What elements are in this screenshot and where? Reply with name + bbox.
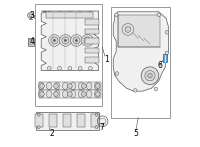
Bar bbox=[35, 4, 102, 106]
Text: 7: 7 bbox=[100, 123, 105, 132]
Circle shape bbox=[78, 11, 82, 15]
Circle shape bbox=[82, 35, 93, 46]
Ellipse shape bbox=[38, 82, 44, 90]
Ellipse shape bbox=[78, 91, 84, 98]
Circle shape bbox=[125, 26, 131, 32]
Circle shape bbox=[58, 11, 61, 15]
Circle shape bbox=[40, 84, 44, 88]
Circle shape bbox=[148, 74, 152, 78]
Bar bbox=[39, 82, 101, 90]
Text: 6: 6 bbox=[158, 61, 163, 70]
Circle shape bbox=[95, 84, 100, 88]
Bar bbox=[77, 114, 85, 127]
Circle shape bbox=[29, 14, 32, 17]
Circle shape bbox=[99, 118, 106, 125]
Bar bbox=[85, 19, 99, 25]
Ellipse shape bbox=[70, 91, 76, 98]
Circle shape bbox=[37, 113, 40, 116]
Ellipse shape bbox=[78, 82, 84, 90]
Circle shape bbox=[47, 11, 51, 15]
Ellipse shape bbox=[54, 91, 60, 98]
Circle shape bbox=[68, 66, 72, 70]
Ellipse shape bbox=[46, 82, 52, 90]
Bar bbox=[85, 48, 99, 53]
Ellipse shape bbox=[86, 91, 92, 98]
Ellipse shape bbox=[38, 91, 44, 98]
Circle shape bbox=[95, 113, 98, 116]
Circle shape bbox=[60, 35, 71, 46]
Text: 3: 3 bbox=[30, 11, 35, 20]
Polygon shape bbox=[41, 11, 99, 71]
Circle shape bbox=[165, 31, 169, 34]
Ellipse shape bbox=[46, 91, 52, 98]
Circle shape bbox=[68, 92, 72, 96]
Circle shape bbox=[141, 67, 159, 85]
Bar bbox=[85, 57, 99, 63]
Circle shape bbox=[115, 72, 119, 75]
Circle shape bbox=[68, 84, 72, 88]
Circle shape bbox=[89, 66, 92, 70]
Bar bbox=[29, 39, 33, 45]
Polygon shape bbox=[113, 12, 168, 91]
Circle shape bbox=[75, 39, 78, 42]
Circle shape bbox=[47, 66, 51, 70]
Bar bbox=[163, 54, 167, 62]
Circle shape bbox=[86, 39, 89, 42]
Circle shape bbox=[78, 66, 82, 70]
Circle shape bbox=[89, 11, 92, 15]
Bar bbox=[85, 29, 99, 34]
Bar bbox=[39, 90, 101, 98]
Text: 2: 2 bbox=[50, 128, 55, 138]
Bar bbox=[118, 15, 160, 47]
Ellipse shape bbox=[94, 91, 100, 98]
Circle shape bbox=[81, 84, 86, 88]
Ellipse shape bbox=[94, 82, 100, 90]
Circle shape bbox=[53, 39, 56, 42]
Bar bbox=[28, 38, 34, 46]
Ellipse shape bbox=[70, 82, 76, 90]
Ellipse shape bbox=[62, 82, 68, 90]
Circle shape bbox=[54, 92, 58, 96]
Circle shape bbox=[95, 126, 98, 129]
Text: 1: 1 bbox=[104, 55, 109, 64]
Ellipse shape bbox=[54, 82, 60, 90]
Ellipse shape bbox=[86, 82, 92, 90]
Circle shape bbox=[165, 51, 169, 55]
Circle shape bbox=[95, 92, 100, 96]
Bar bbox=[85, 38, 99, 44]
Circle shape bbox=[40, 92, 44, 96]
Circle shape bbox=[71, 35, 82, 46]
Circle shape bbox=[49, 35, 60, 46]
Circle shape bbox=[37, 126, 40, 129]
Bar bbox=[36, 112, 99, 130]
Bar bbox=[91, 114, 99, 127]
Bar bbox=[46, 12, 93, 18]
Bar bbox=[49, 114, 57, 127]
Circle shape bbox=[84, 37, 91, 44]
Circle shape bbox=[54, 84, 58, 88]
Circle shape bbox=[64, 39, 67, 42]
Circle shape bbox=[62, 37, 69, 44]
Circle shape bbox=[73, 37, 80, 44]
Circle shape bbox=[81, 92, 86, 96]
Bar bbox=[111, 7, 170, 118]
Circle shape bbox=[115, 13, 118, 16]
Circle shape bbox=[145, 71, 155, 81]
Bar bbox=[35, 114, 43, 127]
Bar bbox=[63, 114, 71, 127]
Circle shape bbox=[134, 89, 137, 92]
Circle shape bbox=[68, 11, 72, 15]
Circle shape bbox=[157, 13, 161, 16]
Circle shape bbox=[28, 12, 34, 18]
Circle shape bbox=[154, 87, 158, 91]
Ellipse shape bbox=[62, 91, 68, 98]
Text: 4: 4 bbox=[30, 37, 35, 46]
Circle shape bbox=[58, 66, 61, 70]
Text: 5: 5 bbox=[134, 129, 138, 138]
Circle shape bbox=[122, 24, 134, 35]
Circle shape bbox=[51, 37, 58, 44]
